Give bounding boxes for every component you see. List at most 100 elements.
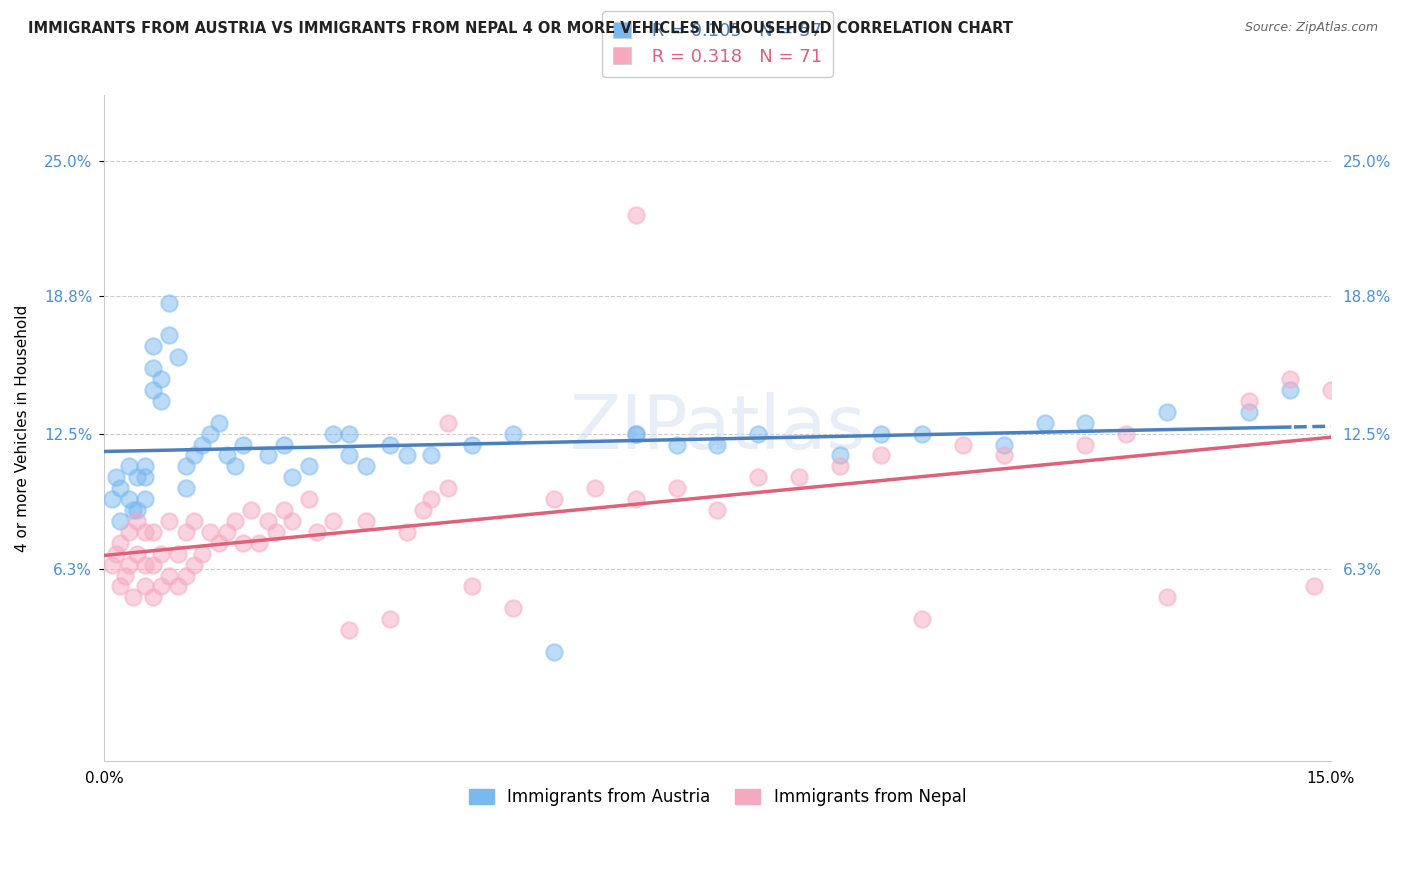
Point xyxy=(339,449,361,463)
Point xyxy=(870,426,893,441)
Point xyxy=(183,514,205,528)
Point xyxy=(1156,591,1178,605)
Legend: Immigrants from Austria, Immigrants from Nepal: Immigrants from Austria, Immigrants from… xyxy=(463,781,973,813)
Point xyxy=(215,524,238,539)
Point xyxy=(150,547,173,561)
Point xyxy=(436,416,458,430)
Point xyxy=(339,426,361,441)
Point xyxy=(1237,405,1260,419)
Point xyxy=(322,426,344,441)
Point xyxy=(215,449,238,463)
Point xyxy=(142,361,165,376)
Point xyxy=(200,426,222,441)
Point xyxy=(305,524,328,539)
Point xyxy=(624,492,647,507)
Point xyxy=(354,514,377,528)
Text: Source: ZipAtlas.com: Source: ZipAtlas.com xyxy=(1244,21,1378,34)
Point xyxy=(1156,405,1178,419)
Point xyxy=(150,393,173,408)
Point xyxy=(297,492,319,507)
Point xyxy=(665,437,688,451)
Point xyxy=(420,492,443,507)
Point xyxy=(101,492,124,507)
Point xyxy=(543,492,565,507)
Point xyxy=(624,208,647,222)
Point xyxy=(142,558,165,572)
Point xyxy=(117,524,139,539)
Point xyxy=(665,481,688,495)
Point xyxy=(183,449,205,463)
Point xyxy=(339,623,361,637)
Point xyxy=(166,547,188,561)
Point xyxy=(117,558,139,572)
Point xyxy=(1033,416,1056,430)
Point xyxy=(1278,372,1301,386)
Point xyxy=(207,416,229,430)
Point xyxy=(273,503,295,517)
Point xyxy=(1074,416,1097,430)
Point xyxy=(121,591,143,605)
Point xyxy=(134,579,156,593)
Point xyxy=(142,339,165,353)
Point xyxy=(240,503,263,517)
Point xyxy=(787,470,810,484)
Point xyxy=(461,437,484,451)
Point xyxy=(706,437,728,451)
Point xyxy=(183,558,205,572)
Point xyxy=(624,426,647,441)
Point xyxy=(461,579,484,593)
Point xyxy=(134,524,156,539)
Point xyxy=(134,492,156,507)
Point xyxy=(354,459,377,474)
Point xyxy=(543,645,565,659)
Point xyxy=(273,437,295,451)
Point xyxy=(159,568,181,582)
Point xyxy=(134,459,156,474)
Point xyxy=(256,514,278,528)
Point xyxy=(105,547,128,561)
Point xyxy=(830,459,852,474)
Text: ZIPatlas: ZIPatlas xyxy=(569,392,866,465)
Y-axis label: 4 or more Vehicles in Household: 4 or more Vehicles in Household xyxy=(15,304,30,552)
Point xyxy=(1320,383,1343,397)
Point xyxy=(322,514,344,528)
Point xyxy=(207,536,229,550)
Point xyxy=(249,536,271,550)
Point xyxy=(174,568,197,582)
Point xyxy=(159,328,181,343)
Point xyxy=(264,524,287,539)
Point xyxy=(224,459,246,474)
Point xyxy=(993,449,1015,463)
Point xyxy=(125,514,148,528)
Point xyxy=(110,514,132,528)
Point xyxy=(200,524,222,539)
Point xyxy=(1303,579,1326,593)
Point xyxy=(105,470,128,484)
Point xyxy=(125,503,148,517)
Point xyxy=(159,514,181,528)
Point xyxy=(436,481,458,495)
Point xyxy=(174,524,197,539)
Point xyxy=(110,579,132,593)
Point xyxy=(706,503,728,517)
Point xyxy=(502,601,524,615)
Point xyxy=(232,536,254,550)
Point xyxy=(159,295,181,310)
Point xyxy=(395,524,418,539)
Point xyxy=(830,449,852,463)
Point xyxy=(412,503,434,517)
Point xyxy=(420,449,443,463)
Point xyxy=(110,536,132,550)
Point xyxy=(191,437,214,451)
Point xyxy=(395,449,418,463)
Point xyxy=(583,481,606,495)
Point xyxy=(911,426,934,441)
Point xyxy=(174,481,197,495)
Point xyxy=(150,372,173,386)
Point xyxy=(125,547,148,561)
Point xyxy=(1278,383,1301,397)
Point xyxy=(110,481,132,495)
Point xyxy=(281,514,304,528)
Point xyxy=(150,579,173,593)
Point xyxy=(993,437,1015,451)
